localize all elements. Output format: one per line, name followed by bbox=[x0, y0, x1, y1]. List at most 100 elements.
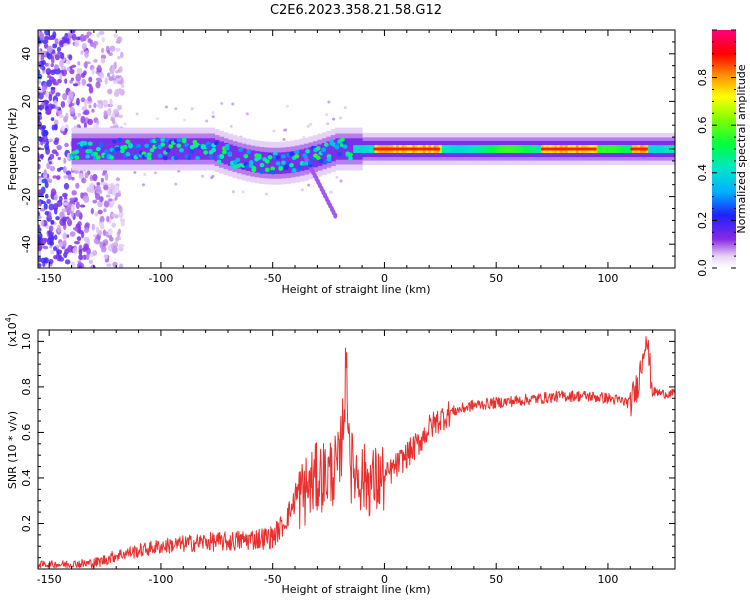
x-tick-label: -100 bbox=[148, 573, 173, 586]
spectrogram-band-cell bbox=[487, 145, 492, 153]
spectrogram-noise-cell bbox=[326, 122, 330, 126]
spectrogram-band-cell bbox=[289, 162, 294, 168]
spectrogram-noise-cell bbox=[155, 117, 159, 121]
spectrogram-band-cell bbox=[216, 159, 222, 164]
spectrogram-noise-cell bbox=[96, 182, 101, 186]
spectrogram-band-cell bbox=[208, 154, 214, 160]
spectrogram-noise-cell bbox=[81, 78, 87, 86]
spectrogram-band-cell bbox=[125, 152, 131, 157]
spectrogram-band-cell bbox=[112, 149, 117, 155]
y-tick-label: 0 bbox=[20, 146, 33, 153]
spectrogram-band-cell bbox=[109, 155, 115, 160]
spectrogram-band-cell bbox=[302, 153, 308, 158]
spectrogram-band-cell bbox=[339, 138, 345, 160]
spectrogram-band-cell bbox=[438, 145, 443, 153]
spectrogram-noise-cell bbox=[143, 172, 147, 176]
spectrogram-noise-cell bbox=[103, 254, 109, 260]
spectrogram-noise-cell bbox=[220, 101, 224, 105]
spectrogram-band-cell bbox=[441, 145, 446, 153]
spectrogram-noise-cell bbox=[88, 259, 94, 264]
spectrogram-noise-cell bbox=[80, 115, 86, 124]
spectrogram-band-cell bbox=[275, 155, 281, 160]
spectrogram-noise-cell bbox=[52, 203, 59, 211]
spectrogram-noise-cell bbox=[63, 157, 67, 164]
spectrogram-band-cell bbox=[245, 149, 251, 171]
snr-y-scale-label: (x104) bbox=[4, 313, 19, 347]
spectrogram-band-cell bbox=[236, 147, 242, 169]
spectrogram-noise-cell bbox=[40, 153, 44, 160]
spectrogram-noise-cell bbox=[58, 39, 65, 48]
spectrogram-band-cell bbox=[538, 145, 543, 153]
spectrogram-noise-cell bbox=[44, 30, 50, 36]
spectrogram-band-cell bbox=[267, 154, 273, 160]
spectrogram-noise-cell bbox=[102, 101, 108, 106]
spectrogram-tail-cell bbox=[333, 212, 338, 219]
spectrogram-noise-cell bbox=[99, 196, 104, 203]
spectrogram-noise-cell bbox=[38, 142, 41, 146]
spectrogram-noise-cell bbox=[46, 53, 53, 60]
spectrogram-band-cell bbox=[246, 149, 251, 155]
spectrogram-noise-cell bbox=[105, 194, 111, 198]
spectrogram-band-cell bbox=[128, 144, 133, 149]
spectrogram-noise-cell bbox=[95, 193, 101, 201]
spectrogram-noise-cell bbox=[83, 227, 90, 234]
spectrogram-band-cell bbox=[98, 138, 104, 160]
spectrogram-band-cell bbox=[511, 145, 516, 153]
spectrogram-band-cell bbox=[664, 145, 669, 153]
spectrogram-noise-cell bbox=[56, 46, 62, 52]
spectrogram-noise-cell bbox=[107, 187, 111, 195]
spectrogram-noise-cell bbox=[115, 185, 120, 192]
spectrogram-noise-cell bbox=[54, 54, 60, 61]
spectrogram-noise-cell bbox=[60, 100, 66, 108]
spectrogram-noise-cell bbox=[84, 34, 90, 39]
spectrogram-noise-cell bbox=[39, 208, 46, 212]
spectrogram-band-cell bbox=[195, 155, 200, 161]
spectrogram-band-cell bbox=[602, 145, 607, 153]
spectrogram-noise-cell bbox=[115, 75, 121, 79]
spectrogram-noise-cell bbox=[282, 137, 286, 141]
spectrogram-noise-cell bbox=[59, 72, 63, 80]
spectrogram-band-cell bbox=[136, 143, 141, 149]
spectrogram-noise-cell bbox=[78, 265, 83, 268]
spectrogram-noise-cell bbox=[76, 67, 83, 75]
spectrogram-noise-cell bbox=[101, 172, 106, 176]
spectrogram-noise-cell bbox=[38, 215, 42, 220]
spectrogram-band-cell bbox=[508, 145, 513, 153]
x-tick-label: 100 bbox=[597, 272, 618, 285]
spectrogram-band-cell bbox=[89, 138, 95, 160]
spectrogram-band-cell bbox=[471, 145, 476, 153]
spectrogram-noise-cell bbox=[84, 172, 89, 179]
spectrogram-x-ticks: -150 -100 -50 0 50 100 bbox=[37, 30, 676, 285]
spectrogram-band-cell bbox=[366, 145, 371, 153]
spectrogram-noise-cell bbox=[91, 68, 95, 75]
spectrogram-band-cell bbox=[503, 145, 508, 153]
spectrogram-noise-cell bbox=[52, 43, 58, 49]
spectrogram-noise-cell bbox=[38, 92, 44, 100]
spectrogram-noise-cell bbox=[117, 204, 121, 210]
spectrogram-band-cell bbox=[363, 145, 368, 153]
spectrogram-noise-cell bbox=[108, 198, 113, 202]
colorbar-tick-label: 0.0 bbox=[696, 259, 709, 277]
spectrogram-band-cell bbox=[653, 145, 658, 153]
spectrogram-band-cell bbox=[259, 151, 265, 174]
spectrogram-noise-cell bbox=[85, 253, 90, 261]
spectrogram-peak-cell bbox=[540, 147, 597, 151]
spectrogram-band-cell bbox=[213, 140, 219, 146]
spectrogram-band-cell bbox=[149, 147, 155, 153]
spectrogram-band-cell bbox=[82, 144, 88, 150]
spectrogram-noise-cell bbox=[43, 43, 49, 49]
spectrogram-noise-cell bbox=[83, 243, 89, 250]
spectrogram-band-cell bbox=[323, 142, 329, 147]
spectrogram-noise-cell bbox=[74, 39, 80, 48]
spectrogram-band-cell bbox=[468, 145, 473, 153]
x-tick-label: 100 bbox=[597, 573, 618, 586]
spectrogram-noise-cell bbox=[50, 188, 57, 196]
spectrogram-noise-cell bbox=[332, 117, 336, 121]
spectrogram-band-cell bbox=[353, 145, 358, 153]
spectrogram-noise-cell bbox=[50, 249, 55, 255]
spectrogram-band-cell bbox=[289, 151, 294, 157]
spectrogram-noise-cell bbox=[102, 245, 107, 253]
spectrogram-band-cell bbox=[80, 138, 86, 160]
spectrogram-noise-cell bbox=[45, 90, 50, 99]
